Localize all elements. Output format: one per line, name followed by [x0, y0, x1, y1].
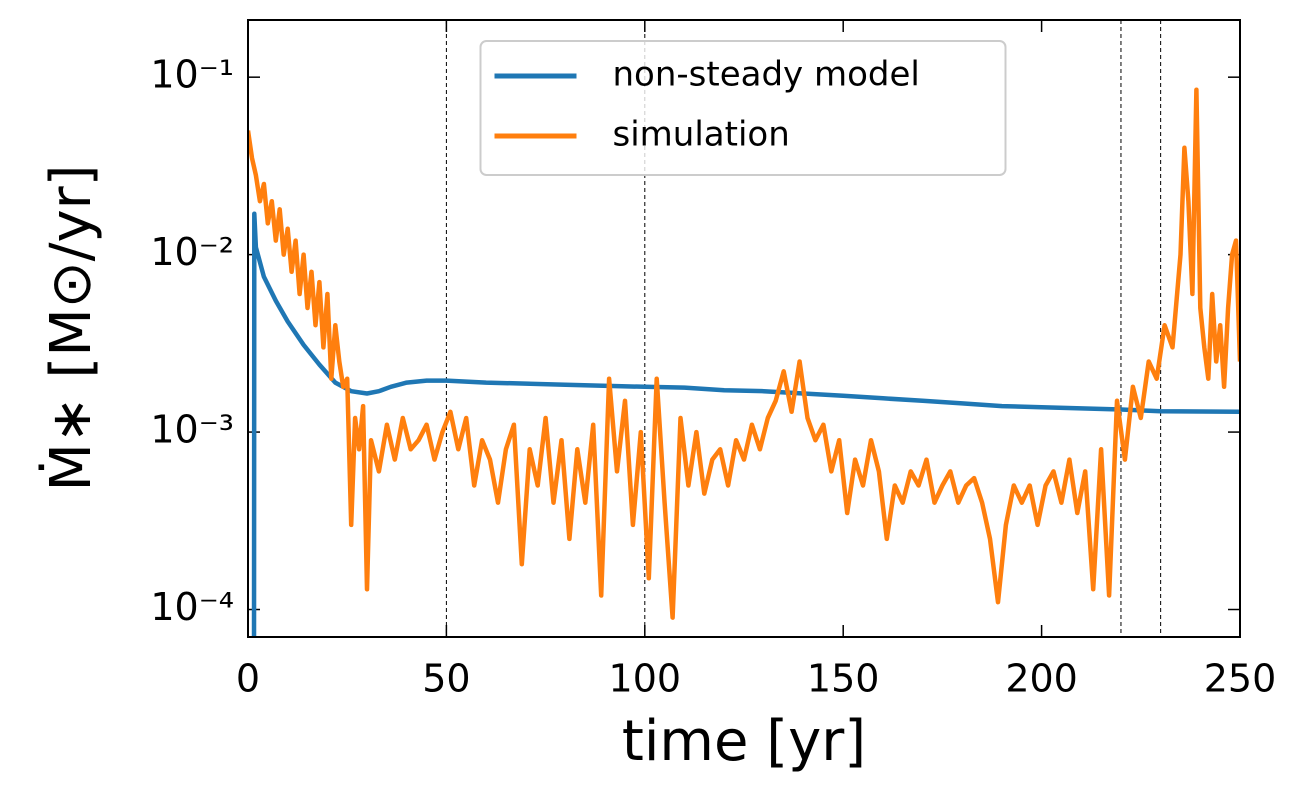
x-tick-label: 0	[236, 657, 260, 701]
legend-label: non-steady model	[613, 55, 920, 95]
x-tick-label: 200	[1005, 657, 1078, 701]
plot-frame	[247, 19, 1241, 638]
y-tick-label: 10⁻¹	[150, 53, 234, 97]
x-tick-label: 50	[422, 657, 470, 701]
y-tick-label: 10⁻⁴	[150, 585, 234, 629]
y-tick-label: 10⁻²	[150, 230, 234, 274]
series-line	[251, 211, 1240, 637]
y-axis-label: Ṁ∗ [M⊙/yr]	[39, 164, 104, 491]
y-tick-label: 10⁻³	[150, 408, 234, 452]
x-axis-label: time [yr]	[622, 709, 866, 774]
x-tick-label: 150	[807, 657, 880, 701]
series-line	[248, 87, 1240, 620]
legend-box	[479, 40, 1007, 176]
x-tick-label: 100	[609, 657, 682, 701]
legend-label: simulation	[613, 115, 790, 155]
x-tick-label: 250	[1204, 657, 1277, 701]
plot-lines	[248, 87, 1240, 637]
